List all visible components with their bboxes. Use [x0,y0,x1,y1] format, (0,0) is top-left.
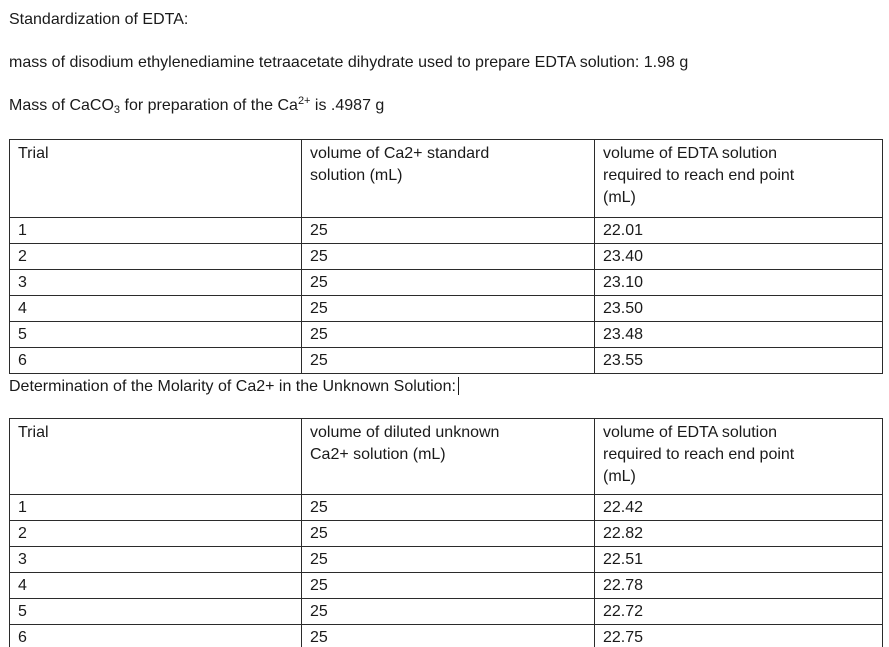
header-cell-ca-standard-volume: volume of Ca2+ standard solution (mL) [301,139,595,218]
volume-cell: 25 [301,572,595,599]
table-row: 5 25 23.48 [9,321,883,348]
table-row: 6 25 22.75 [9,624,883,647]
table-row: 2 25 23.40 [9,243,883,270]
volume-cell: 25 [301,321,595,348]
table-row: 2 25 22.82 [9,520,883,547]
volume-cell: 25 [301,624,595,647]
trial-cell: 5 [9,321,302,348]
header-cell-edta-volume: volume of EDTA solution required to reach… [594,139,883,218]
volume-cell: 25 [301,269,595,296]
trial-cell: 6 [9,624,302,647]
edta-cell: 22.42 [594,494,883,521]
header-line: volume of Ca2+ standard [310,145,490,162]
trial-cell: 1 [9,494,302,521]
header-cell-edta-volume: volume of EDTA solution required to reach… [594,418,883,495]
header-line: solution (mL) [310,167,403,184]
caco3-text-suffix: is .4987 g [310,97,385,114]
trial-cell: 1 [9,217,302,244]
header-line: (mL) [603,189,636,206]
edta-cell: 23.50 [594,295,883,322]
volume-cell: 25 [301,598,595,625]
edta-cell: 23.10 [594,269,883,296]
determination-heading: Determination of the Molarity of Ca2+ in… [9,376,881,398]
trial-cell: 6 [9,347,302,374]
header-line: volume of diluted unknown [310,424,500,441]
caco3-subscript: 3 [113,104,121,116]
text-cursor [457,377,459,395]
edta-cell: 22.75 [594,624,883,647]
table-row: 6 25 23.55 [9,347,883,374]
edta-cell: 23.40 [594,243,883,270]
header-line: required to reach end point [603,167,795,184]
unknown-molarity-table: Trial volume of diluted unknown Ca2+ solu… [9,418,883,647]
header-line: volume of EDTA solution [603,424,778,441]
volume-cell: 25 [301,546,595,573]
trial-cell: 2 [9,520,302,547]
table-header-row: Trial volume of diluted unknown Ca2+ solu… [9,418,883,495]
table-row: 3 25 22.51 [9,546,883,573]
volume-cell: 25 [301,520,595,547]
table-row: 4 25 23.50 [9,295,883,322]
volume-cell: 25 [301,295,595,322]
edta-cell: 22.72 [594,598,883,625]
header-line: volume of EDTA solution [603,145,778,162]
table-row: 1 25 22.01 [9,217,883,244]
volume-cell: 25 [301,217,595,244]
header-cell-trial: Trial [9,139,302,218]
table-row: 3 25 23.10 [9,269,883,296]
determination-text: Determination of the Molarity of Ca2+ in… [9,378,456,395]
edta-cell: 23.48 [594,321,883,348]
edta-cell: 22.82 [594,520,883,547]
trial-cell: 3 [9,269,302,296]
table-row: 1 25 22.42 [9,494,883,521]
volume-cell: 25 [301,347,595,374]
trial-cell: 5 [9,598,302,625]
header-line: (mL) [603,468,636,485]
trial-cell: 4 [9,572,302,599]
table-row: 5 25 22.72 [9,598,883,625]
header-cell-trial: Trial [9,418,302,495]
edta-cell: 22.78 [594,572,883,599]
edta-cell: 23.55 [594,347,883,374]
heading-standardization: Standardization of EDTA: [9,11,189,28]
table-header-row: Trial volume of Ca2+ standard solution (m… [9,139,883,218]
header-line: Trial [18,145,49,162]
trial-cell: 4 [9,295,302,322]
caco3-text-prefix: Mass of CaCO [9,97,114,114]
table-row: 4 25 22.78 [9,572,883,599]
edta-cell: 22.51 [594,546,883,573]
header-line: Trial [18,424,49,441]
volume-cell: 25 [301,494,595,521]
edta-cell: 22.01 [594,217,883,244]
edta-mass-line: mass of disodium ethylenediamine tetraac… [9,54,689,71]
trial-cell: 3 [9,546,302,573]
header-cell-unknown-volume: volume of diluted unknown Ca2+ solution (… [301,418,595,495]
caco3-mass-line: Mass of CaCO3 for preparation of the Ca2… [9,91,881,120]
standardization-table: Trial volume of Ca2+ standard solution (m… [9,139,883,374]
header-line: required to reach end point [603,446,795,463]
header-line: Ca2+ solution (mL) [310,446,446,463]
trial-cell: 2 [9,243,302,270]
caco3-text-mid: for preparation of the Ca [120,97,298,114]
ca-superscript: 2+ [297,95,311,107]
volume-cell: 25 [301,243,595,270]
